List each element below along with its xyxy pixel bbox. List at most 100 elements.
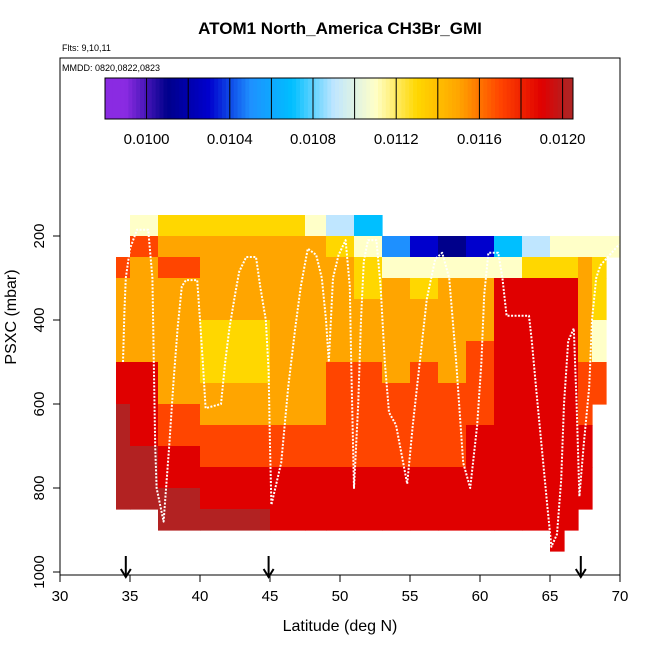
heatmap-cell	[438, 236, 467, 258]
heatmap-cell	[305, 236, 327, 258]
colorbar-strip	[401, 78, 406, 119]
colorbar-strip	[479, 78, 484, 119]
colorbar-strip	[420, 78, 426, 119]
heatmap-cell	[494, 488, 523, 531]
heatmap-cell	[200, 425, 271, 468]
colorbar-strip	[385, 78, 391, 119]
colorbar-strip	[530, 78, 535, 119]
heatmap-cell	[578, 320, 593, 363]
colorbar-strip	[545, 78, 551, 119]
heatmap-cell	[305, 299, 327, 363]
colorbar-strip	[222, 78, 227, 119]
heatmap-cell	[116, 320, 131, 363]
heatmap-cell	[270, 509, 306, 531]
heatmap-cell	[270, 236, 306, 258]
heatmap-cells	[116, 215, 621, 552]
colorbar-strip	[241, 78, 246, 119]
colorbar-strip	[491, 78, 496, 119]
heatmap-cell	[438, 383, 467, 426]
colorbar-strip	[280, 78, 285, 119]
colorbar-strip	[362, 78, 367, 119]
y-axis: 200 400 600 800 1000	[31, 223, 60, 589]
heatmap-cell	[354, 215, 383, 237]
heatmap-cell	[494, 257, 523, 279]
heatmap-cell	[158, 488, 201, 531]
colorbar-strip	[210, 78, 215, 119]
colorbar-strip	[436, 78, 441, 119]
colorbar-strip	[405, 78, 410, 119]
heatmap-cell	[382, 467, 411, 531]
heatmap-cell	[270, 299, 306, 363]
x-tick-label: 50	[332, 588, 349, 605]
colorbar-strip	[463, 78, 469, 119]
colorbar-strip	[245, 78, 250, 119]
colorbar-strip	[565, 78, 570, 119]
colorbar-strip	[409, 78, 414, 119]
heatmap-cell	[522, 257, 551, 279]
heatmap-cell	[494, 236, 523, 258]
heatmap-cell	[200, 383, 271, 405]
colorbar-strip	[397, 78, 402, 119]
colorbar-strip	[346, 78, 352, 119]
flight-track	[122, 228, 621, 548]
colorbar-strip	[350, 78, 356, 119]
heatmap-cell	[606, 236, 621, 258]
colorbar-strip	[526, 78, 531, 119]
heatmap-cell	[200, 215, 271, 237]
colorbar-strip	[171, 78, 176, 119]
colorbar-strip	[378, 78, 383, 119]
heatmap-cell	[305, 425, 327, 468]
colorbar-strip	[155, 78, 161, 119]
x-axis-label: Latitude (deg N)	[283, 618, 398, 635]
colorbar-strip	[323, 78, 328, 119]
colorbar-strip	[381, 78, 387, 119]
colorbar-strip	[495, 78, 500, 119]
colorbar-strip	[147, 78, 153, 119]
colorbar-strip	[105, 78, 110, 119]
colorbar-strip	[452, 78, 457, 119]
heatmap-cell	[116, 404, 131, 447]
chart-title: ATOM1 North_America CH3Br_GMI	[198, 19, 482, 38]
heatmap-cell	[382, 236, 411, 258]
colorbar-strip	[264, 78, 270, 119]
y-tick-label: 1000	[31, 555, 48, 588]
x-tick-label: 55	[402, 588, 419, 605]
heatmap-cell	[200, 320, 271, 342]
colorbar-strip	[432, 78, 437, 119]
colorbar-tick-label: 0.0116	[457, 131, 502, 148]
location-arrow-icon	[262, 556, 275, 579]
colorbar-frame	[104, 77, 574, 120]
colorbar-strip	[218, 78, 223, 119]
colorbar-strip	[292, 78, 297, 119]
heatmap-cell	[578, 236, 593, 258]
heatmap-cell	[130, 236, 159, 258]
heatmap-cell	[354, 236, 383, 258]
heatmap-cell	[410, 467, 439, 531]
colorbar-strip	[272, 78, 278, 119]
colorbar-strip	[389, 78, 395, 119]
colorbar-strip	[276, 78, 281, 119]
dates-label: MMDD: 0820,0822,0823	[62, 63, 160, 73]
colorbar-tick-label: 0.0100	[124, 131, 170, 148]
heatmap-cell	[200, 236, 271, 279]
heatmap-cell	[200, 404, 271, 426]
colorbar-strip	[366, 78, 371, 119]
colorbar-strip	[498, 78, 504, 119]
colorbar-strip	[194, 78, 200, 119]
colorbar-strip	[331, 78, 336, 119]
colorbar-strip	[327, 78, 332, 119]
colorbar-strip	[428, 78, 434, 119]
colorbar-strip	[163, 78, 168, 119]
heatmap-cell	[158, 215, 201, 237]
colorbar-strip	[206, 78, 211, 119]
y-tick-label: 400	[31, 307, 48, 332]
y-tick-label: 200	[31, 223, 48, 248]
colorbar-strip	[307, 78, 313, 119]
colorbar-strip	[448, 78, 453, 119]
heatmap-cell	[200, 278, 271, 321]
heatmap-cell	[550, 278, 565, 342]
colorbar-strip	[374, 78, 379, 119]
colorbar-strip	[159, 78, 164, 119]
colorbar-strip	[186, 78, 192, 119]
x-tick-label: 30	[52, 588, 69, 605]
